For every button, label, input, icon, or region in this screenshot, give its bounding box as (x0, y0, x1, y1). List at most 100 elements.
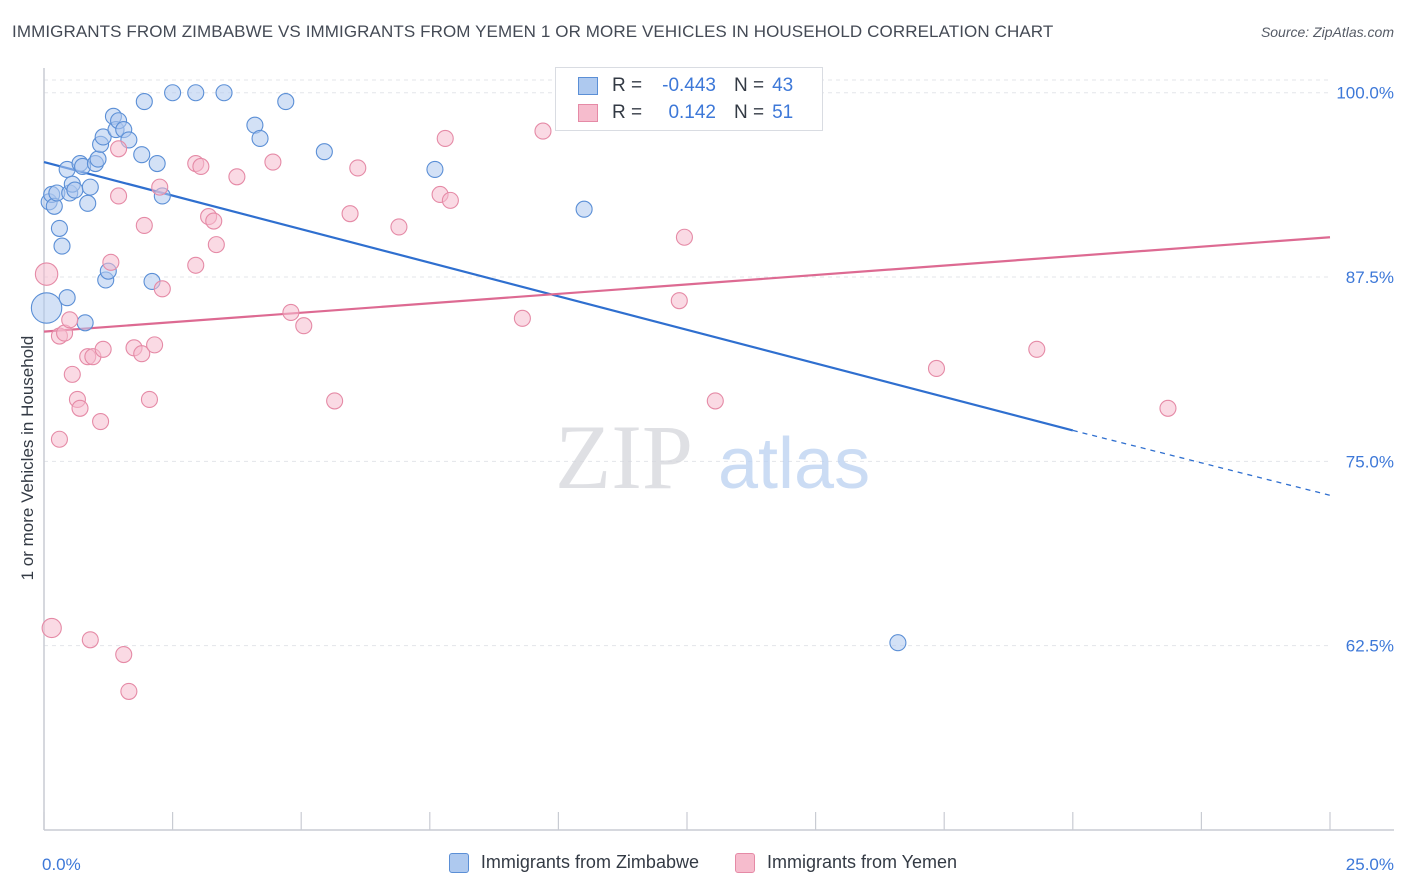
zimbabwe-point (575, 200, 593, 218)
series-swatch-zimbabwe (448, 852, 469, 873)
zimbabwe-point (277, 93, 295, 111)
yemen-point (110, 187, 128, 205)
zimbabwe-point (66, 181, 84, 199)
zimbabwe-point (89, 150, 107, 168)
yemen-point (706, 392, 724, 410)
series-legend-zimbabwe: Immigrants from Zimbabwe (448, 852, 699, 873)
legend-n-value-yemen: 51 (772, 102, 794, 123)
yemen-point (146, 336, 164, 354)
zimbabwe-point (148, 154, 166, 173)
zimbabwe-point (135, 93, 153, 111)
yemen-point (349, 159, 367, 177)
legend-n-label: N = (734, 75, 765, 96)
legend-r-value-yemen: 0.142 (668, 102, 716, 123)
yemen-point (135, 216, 153, 235)
yemen-point (63, 365, 81, 383)
series-legend-yemen: Immigrants from Yemen (734, 852, 958, 873)
yemen-point (153, 280, 171, 298)
yemen-point (228, 168, 246, 186)
yemen-point (282, 303, 300, 321)
watermark-atlas: atlas (718, 424, 870, 504)
yemen-point (71, 399, 89, 417)
series-label-zimbabwe: Immigrants from Zimbabwe (480, 852, 699, 872)
yemen-point (41, 617, 62, 639)
gridlines (44, 79, 1330, 647)
yemen-point (534, 122, 552, 140)
yemen-point (81, 631, 99, 649)
legend-swatch-yemen (578, 104, 598, 122)
yemen-point (675, 228, 693, 246)
legend-n-label: N = (734, 102, 765, 123)
yemen-point (192, 157, 210, 176)
yemen-point (94, 340, 112, 358)
yemen-point (513, 309, 531, 327)
yemen-point (264, 153, 282, 171)
zimbabwe-point (30, 292, 63, 324)
yemen-point (140, 390, 159, 408)
legend-r-label: R = (612, 75, 643, 96)
zimbabwe-point (53, 237, 71, 255)
zimbabwe-point (133, 146, 151, 164)
watermark-zip: ZIP (555, 406, 693, 508)
yemen-point (61, 311, 79, 329)
yemen-point (120, 682, 138, 700)
zimbabwe-point (94, 128, 112, 146)
x-tick-label: 25.0% (1346, 855, 1394, 874)
yemen-point (1159, 399, 1177, 417)
yemen-point (102, 253, 120, 271)
legend-swatch-zimbabwe (578, 77, 598, 95)
trend-lines (43, 160, 1331, 496)
zimbabwe-trend-extension (1072, 429, 1331, 496)
zimbabwe-point (76, 314, 94, 332)
zimbabwe-point (315, 143, 333, 161)
zimbabwe-point (58, 289, 76, 307)
yemen-point (436, 129, 454, 148)
zimbabwe-point (889, 634, 907, 652)
zimbabwe-point (251, 129, 269, 148)
y-tick-label: 62.5% (1346, 637, 1394, 656)
yemen-point (205, 212, 223, 230)
yemen-point (390, 218, 408, 236)
yemen-point (326, 392, 344, 410)
y-tick-label: 100.0% (1336, 84, 1394, 103)
legend-row-yemen: R = 0.142 N = 51 (578, 101, 812, 125)
legend-r-label: R = (612, 102, 643, 123)
yemen-point (115, 645, 133, 664)
zimbabwe-point (426, 160, 444, 178)
yemen-point (341, 205, 359, 223)
yemen-point (441, 191, 459, 209)
zimbabwe-point (164, 84, 182, 102)
yemen-point (187, 256, 205, 274)
zimbabwe-point (187, 84, 205, 102)
yemen-point (295, 317, 313, 335)
zimbabwe-trend-line (43, 160, 1074, 432)
yemen-point (151, 178, 169, 196)
yemen-trend-line (43, 236, 1331, 333)
yemen-point (133, 345, 151, 363)
zimbabwe-point (50, 219, 68, 237)
x-tick-label: 0.0% (42, 855, 81, 874)
series-legend: Immigrants from Zimbabwe Immigrants from… (0, 852, 1406, 873)
yemen-point (50, 430, 68, 448)
data-points (30, 84, 1177, 700)
yemen-point (1028, 340, 1046, 358)
yemen-point (927, 359, 946, 378)
zimbabwe-point (81, 178, 99, 196)
yemen-point (207, 236, 225, 254)
watermark: ZIP atlas (555, 406, 870, 508)
source-credit: Source: ZipAtlas.com (1260, 24, 1394, 40)
y-tick-labels: 62.5% 75.0% 87.5% 100.0% (1336, 84, 1394, 656)
chart-title: IMMIGRANTS FROM ZIMBABWE VS IMMIGRANTS F… (12, 22, 1054, 41)
legend-row-zimbabwe: R = -0.443 N = 43 (578, 74, 812, 98)
legend-r-value-zimbabwe: -0.443 (662, 75, 716, 96)
correlation-legend: R = -0.443 N = 43 R = 0.142 N = 51 (555, 67, 823, 131)
yemen-point (110, 140, 128, 158)
yemen-point (34, 262, 59, 286)
y-tick-label: 75.0% (1346, 452, 1394, 471)
zimbabwe-point (79, 194, 97, 212)
series-label-yemen: Immigrants from Yemen (766, 852, 958, 872)
legend-n-value-zimbabwe: 43 (772, 75, 794, 96)
series-swatch-yemen (734, 852, 755, 873)
zimbabwe-point (215, 84, 233, 102)
